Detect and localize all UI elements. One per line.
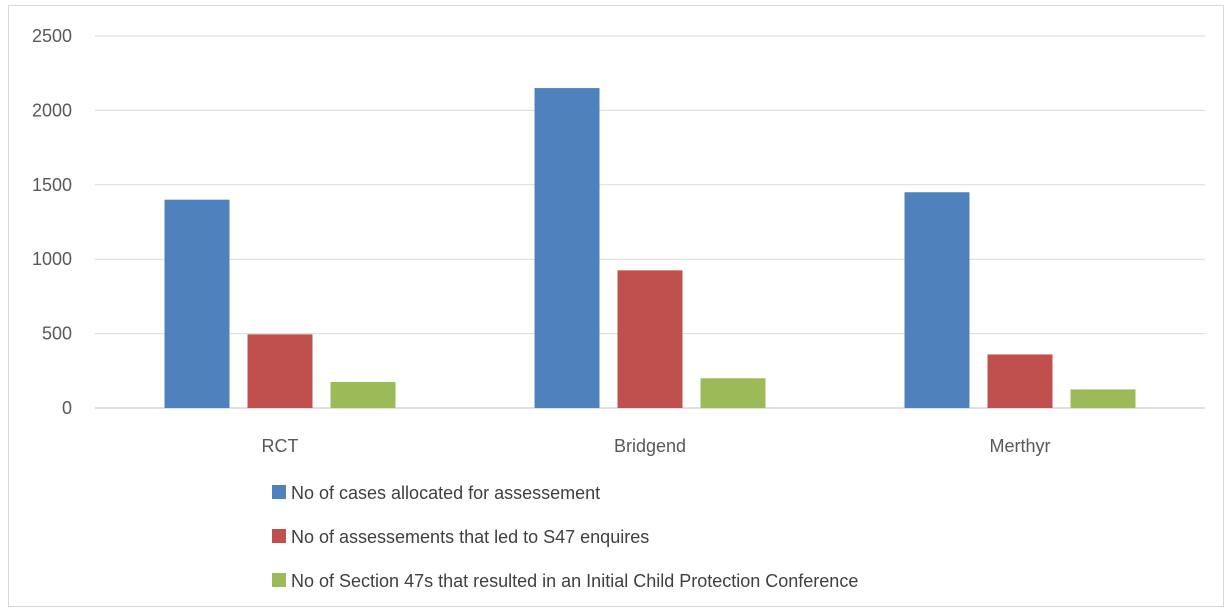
bar-2-rct	[247, 334, 313, 408]
y-tick-label: 1500	[32, 175, 72, 195]
y-tick-label: 500	[42, 324, 72, 344]
y-axis-ticks: 0 500 1000 1500 2000 2500	[32, 26, 72, 418]
legend-label: No of Section 47s that resulted in an In…	[291, 571, 858, 591]
bar-2-bridgend	[617, 270, 683, 408]
bar-1-merthyr	[904, 192, 970, 408]
bar-1-bridgend	[534, 88, 600, 408]
legend-swatch	[272, 529, 286, 543]
bar-2-merthyr	[987, 354, 1053, 408]
bars	[164, 88, 1136, 408]
y-tick-label: 2000	[32, 100, 72, 120]
y-tick-label: 2500	[32, 26, 72, 46]
bar-3-rct	[330, 381, 396, 408]
y-tick-label: 0	[62, 398, 72, 418]
x-axis-ticks: RCT Bridgend Merthyr	[262, 436, 1051, 456]
legend-swatch	[272, 485, 286, 499]
legend-label: No of cases allocated for assessement	[291, 483, 600, 503]
legend-label: No of assessements that led to S47 enqui…	[291, 527, 649, 547]
legend-swatch	[272, 573, 286, 587]
x-tick-label: Bridgend	[614, 436, 686, 456]
legend: No of cases allocated for assessement No …	[272, 483, 858, 591]
bar-3-bridgend	[700, 378, 766, 408]
bar-1-rct	[164, 199, 230, 408]
x-tick-label: RCT	[262, 436, 299, 456]
x-tick-label: Merthyr	[989, 436, 1050, 456]
bar-3-merthyr	[1070, 389, 1136, 408]
y-tick-label: 1000	[32, 249, 72, 269]
